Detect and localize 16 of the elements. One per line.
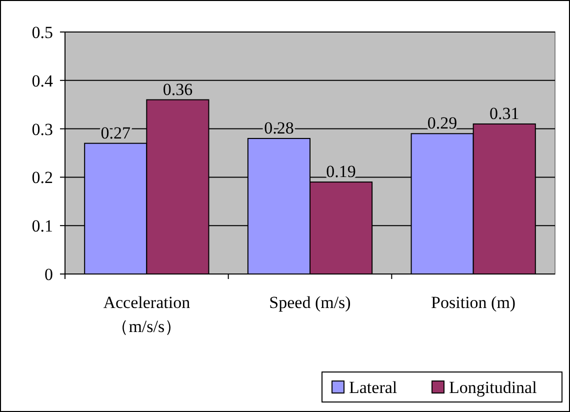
x-tick-label: Acceleration （m/s/s） — [103, 293, 191, 336]
data-label: 0.36 — [162, 80, 193, 99]
y-tick-label: 0.5 — [32, 23, 53, 42]
x-tick-label: Position (m) — [431, 293, 516, 312]
y-tick-label: 0.3 — [32, 120, 53, 139]
y-tick-label: 0.1 — [32, 216, 53, 236]
y-tick-label: 0.2 — [32, 168, 53, 188]
legend-label: Lateral — [349, 378, 398, 397]
x-tick-label: Speed (m/s) — [269, 293, 351, 312]
data-label: 0.27 — [100, 123, 132, 142]
y-tick-label: 0.4 — [32, 71, 54, 90]
legend-label: Longitudinal — [449, 378, 538, 397]
y-tick-label: 0 — [44, 265, 53, 284]
data-label: 0.29 — [427, 114, 458, 133]
data-label: 0.19 — [326, 162, 356, 182]
data-label: 0.31 — [489, 104, 520, 123]
